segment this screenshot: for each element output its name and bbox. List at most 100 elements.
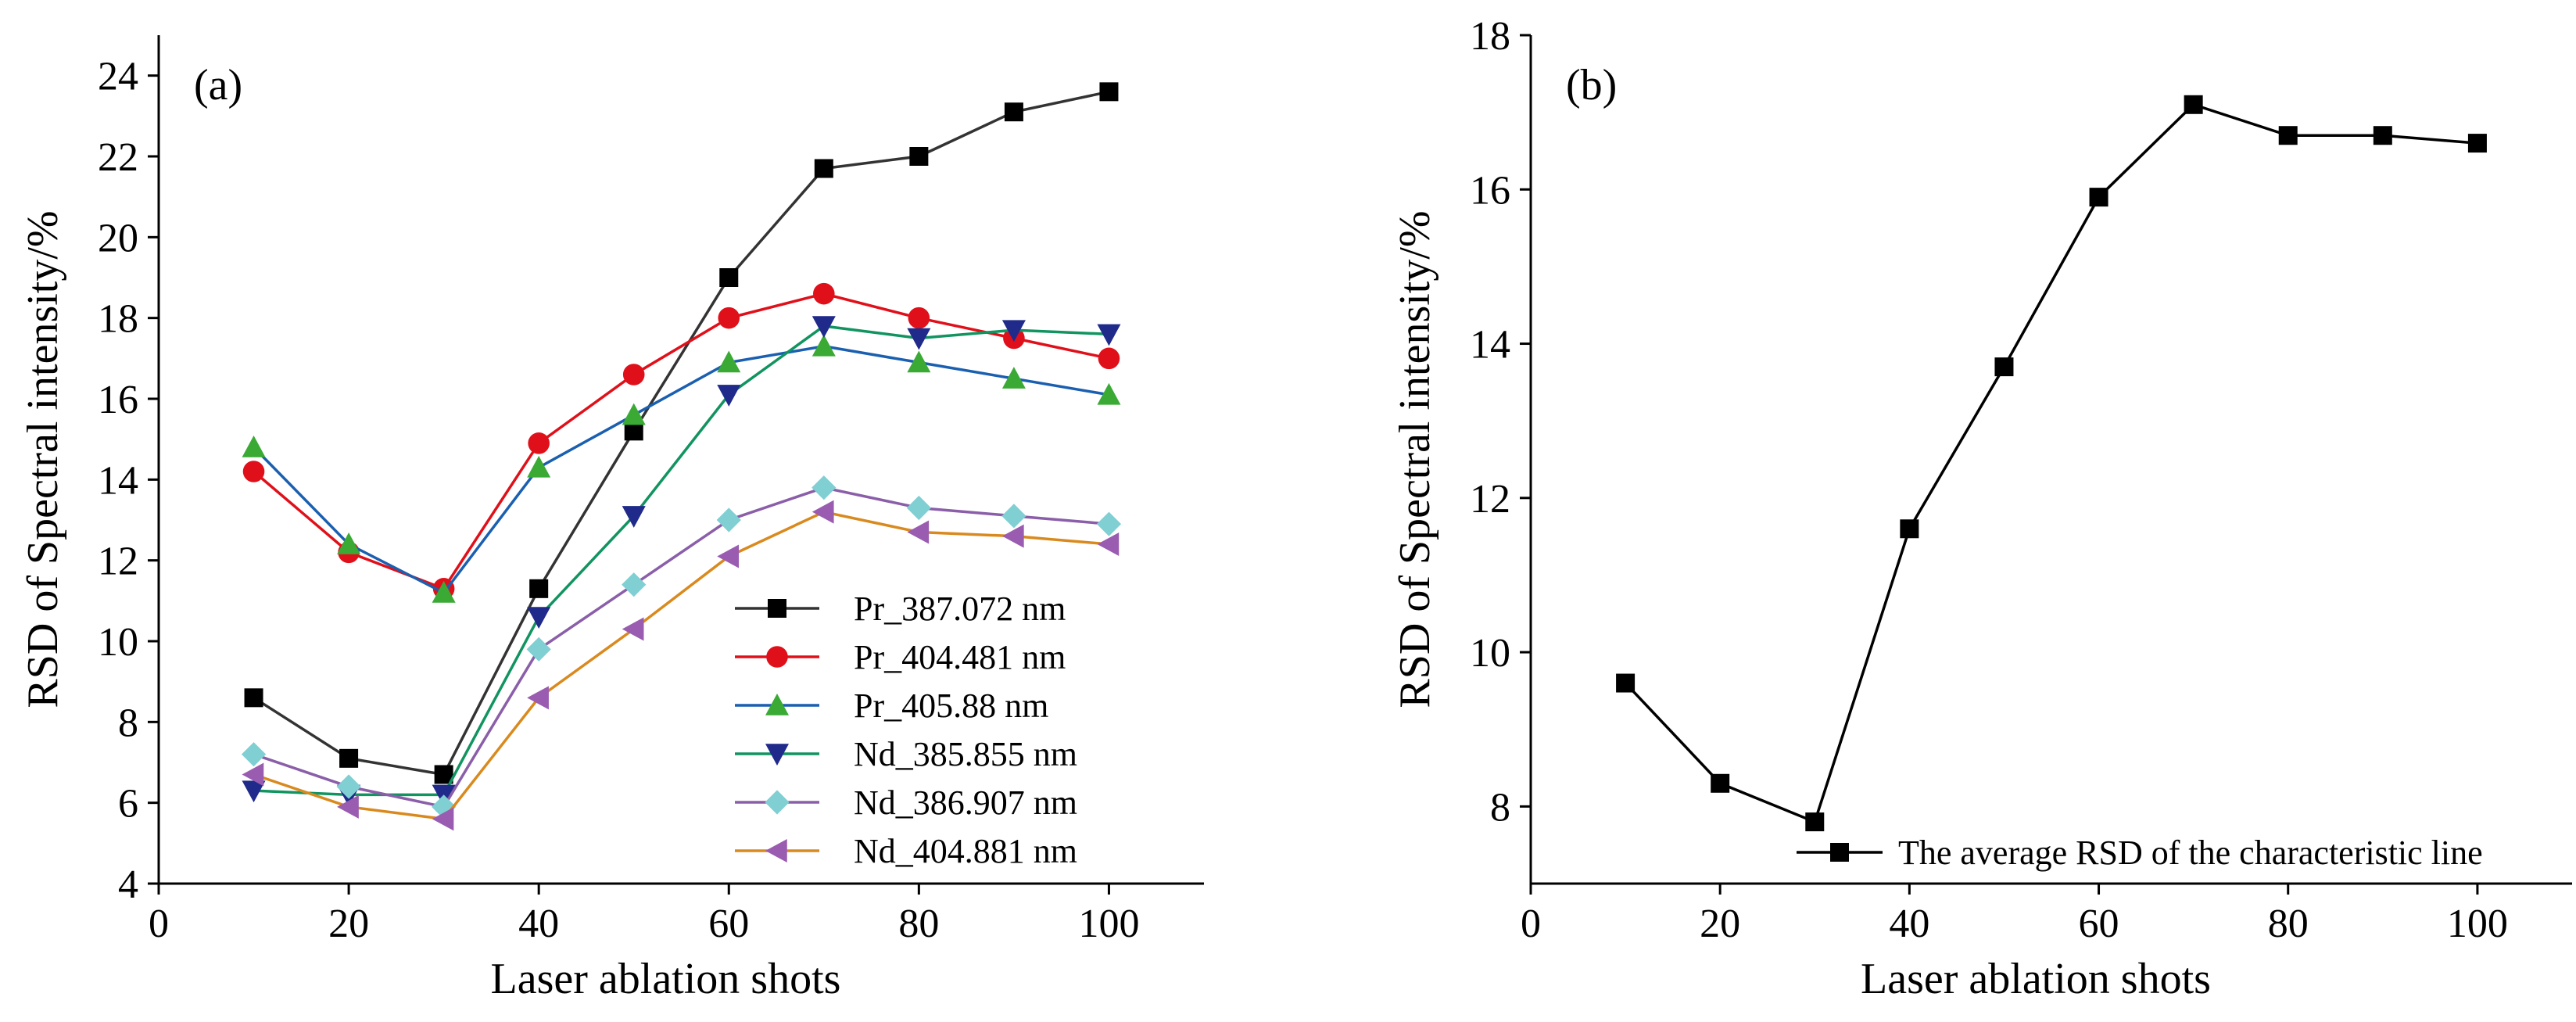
x-tick-label: 60 [708, 902, 749, 946]
data-point [1097, 533, 1120, 556]
y-tick-label: 8 [1490, 785, 1510, 830]
data-point [339, 748, 359, 768]
series-line [253, 292, 1109, 590]
legend-label: Nd_385.855 nm [854, 735, 1077, 773]
data-point [813, 282, 835, 305]
series-3 [242, 334, 1121, 603]
panel-label: (b) [1566, 61, 1617, 109]
x-tick-label: 40 [1889, 902, 1929, 946]
data-point [1900, 519, 1919, 539]
legend-marker [765, 839, 787, 862]
legend-item: Nd_404.881 nm [735, 832, 1077, 870]
data-point [528, 432, 550, 454]
series-line [1624, 102, 2478, 824]
data-point [2184, 95, 2203, 114]
data-point [337, 533, 361, 554]
data-point [907, 350, 931, 373]
data-point [242, 436, 266, 457]
y-tick-label: 22 [98, 135, 138, 180]
y-tick-label: 6 [118, 782, 138, 827]
data-point [717, 350, 741, 373]
legend-marker [768, 599, 786, 618]
data-point [907, 328, 931, 350]
legend-label: Nd_404.881 nm [854, 832, 1077, 870]
data-point [1096, 511, 1122, 536]
legend-label: The average RSD of the characteristic li… [1898, 834, 2483, 872]
legend-marker [765, 744, 789, 766]
data-point [718, 307, 740, 329]
legend-item: Pr_405.88 nm [735, 687, 1048, 725]
data-point [1098, 347, 1120, 370]
data-point [719, 268, 739, 287]
y-tick-label: 10 [1470, 631, 1510, 676]
data-point [908, 307, 930, 329]
data-point [906, 495, 931, 521]
y-tick-label: 12 [1470, 477, 1510, 522]
data-point [2373, 126, 2392, 145]
x-tick-label: 0 [1521, 902, 1541, 946]
data-point [814, 159, 833, 178]
y-tick-label: 18 [1470, 14, 1510, 59]
x-tick-label: 20 [328, 902, 369, 946]
data-point [1805, 812, 1825, 832]
data-point [527, 455, 551, 478]
data-point [622, 572, 647, 597]
data-point [717, 385, 741, 407]
series-1 [244, 82, 1119, 784]
data-point [622, 364, 645, 385]
series-line [253, 486, 1109, 809]
x-tick-label: 40 [518, 902, 559, 946]
legend-item: The average RSD of the characteristic li… [1797, 834, 2483, 872]
data-point [1001, 524, 1024, 548]
panel-label: (a) [194, 61, 242, 109]
data-point [432, 807, 454, 831]
x-tick-label: 0 [149, 902, 169, 946]
y-axis-title: RSD of Spectral intensity/% [1391, 210, 1439, 708]
data-point [716, 507, 741, 533]
data-point [1001, 504, 1026, 529]
legend-item: Nd_386.907 nm [735, 784, 1077, 822]
data-point [1099, 82, 1119, 102]
series-line [253, 510, 1109, 821]
x-axis-title: Laser ablation shots [1861, 955, 2211, 1003]
y-tick-label: 24 [98, 55, 138, 99]
legend-marker [765, 790, 790, 815]
data-point [1711, 773, 1730, 793]
data-point [811, 475, 837, 500]
legend-item: Pr_404.481 nm [735, 638, 1066, 676]
data-point [1994, 357, 2014, 377]
data-point [526, 637, 551, 662]
data-point [242, 762, 264, 787]
data-point [811, 500, 834, 524]
data-point [622, 403, 646, 425]
data-point [811, 334, 836, 357]
y-tick-label: 14 [98, 458, 138, 503]
y-tick-label: 8 [118, 701, 138, 745]
data-point [717, 544, 740, 568]
series-5 [241, 475, 1122, 819]
x-tick-label: 20 [1700, 902, 1740, 946]
data-point [1616, 673, 1636, 693]
chart-panel-a: 0 20 40 60 80 100 4 6 8 10 12 14 16 18 20 22 24 Laser abl… [19, 35, 1204, 1003]
x-tick-label: 100 [2447, 902, 2508, 946]
series-line [253, 90, 1109, 776]
data-point [242, 780, 266, 803]
legend-marker [1830, 843, 1849, 862]
series-line [253, 325, 1109, 797]
legend-label: Nd_386.907 nm [854, 784, 1077, 822]
data-point [1001, 367, 1026, 389]
data-point [2467, 134, 2487, 153]
legend: Pr_387.072 nm Pr_404.481 nm Pr_405.88 nm Nd… [735, 590, 1077, 870]
data-point [244, 688, 263, 708]
data-point [2278, 126, 2298, 145]
legend-label: Pr_387.072 nm [854, 590, 1066, 628]
chart-panel-b: 0 20 40 60 80 100 8 10 12 14 16 18 Laser ablation sh… [1391, 14, 2572, 1003]
data-point [1001, 320, 1026, 342]
x-axis-title: Laser ablation shots [491, 955, 841, 1003]
data-point [336, 774, 361, 799]
x-tick-label: 80 [2268, 902, 2309, 946]
y-tick-label: 10 [98, 620, 138, 665]
data-point [1097, 382, 1121, 405]
data-point [337, 794, 359, 819]
